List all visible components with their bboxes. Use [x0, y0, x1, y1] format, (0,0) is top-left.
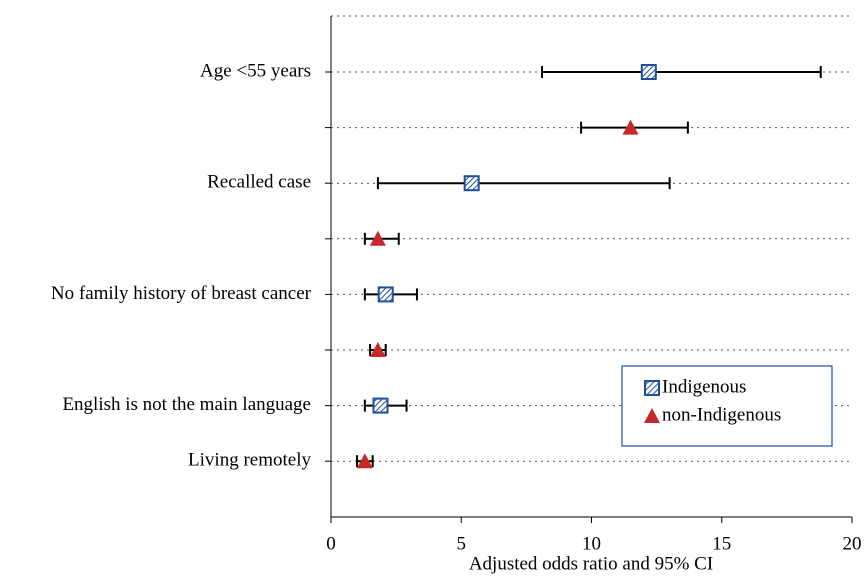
marker-square	[640, 64, 657, 80]
marker-square	[372, 397, 389, 414]
marker-square	[377, 286, 394, 303]
x-tick-label: 20	[843, 533, 862, 554]
y-tick-label: English is not the main language	[62, 394, 311, 415]
marker-triangle	[369, 230, 386, 246]
marker-square	[463, 175, 480, 192]
x-axis-label: Adjusted odds ratio and 95% CI	[469, 553, 713, 574]
x-tick-label: 10	[582, 533, 601, 554]
legend-box	[621, 365, 833, 447]
x-tick-label: 5	[457, 533, 467, 554]
marker-triangle	[369, 342, 386, 357]
marker-triangle	[644, 408, 660, 423]
marker-triangle	[622, 119, 639, 135]
legend-label: Indigenous	[662, 376, 746, 397]
y-tick-label: Age <55 years	[200, 60, 311, 81]
y-tick-label: Recalled case	[207, 172, 311, 193]
y-tick-label: Living remotely	[188, 450, 311, 471]
x-tick-label: 15	[712, 533, 731, 554]
legend-label: non-Indigenous	[662, 404, 781, 425]
x-tick-label: 0	[326, 533, 336, 554]
y-tick-label: No family history of breast cancer	[51, 283, 312, 304]
marker-square	[644, 380, 660, 396]
marker-triangle	[356, 453, 373, 469]
